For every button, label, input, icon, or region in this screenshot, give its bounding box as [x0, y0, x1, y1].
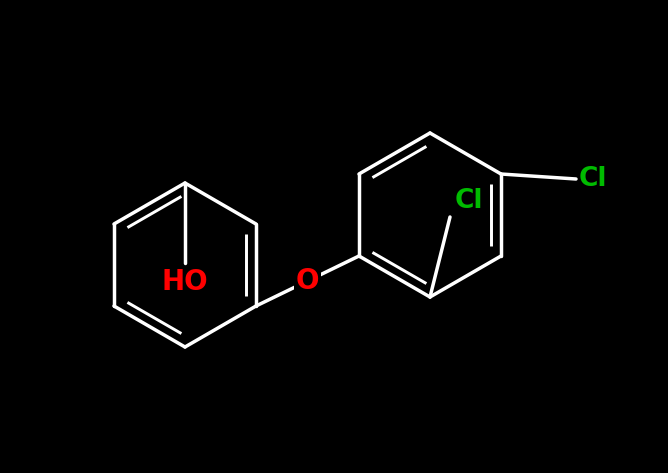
Text: Cl: Cl: [455, 188, 484, 214]
Text: O: O: [296, 267, 319, 295]
Text: Cl: Cl: [579, 166, 607, 192]
Text: HO: HO: [162, 268, 208, 296]
